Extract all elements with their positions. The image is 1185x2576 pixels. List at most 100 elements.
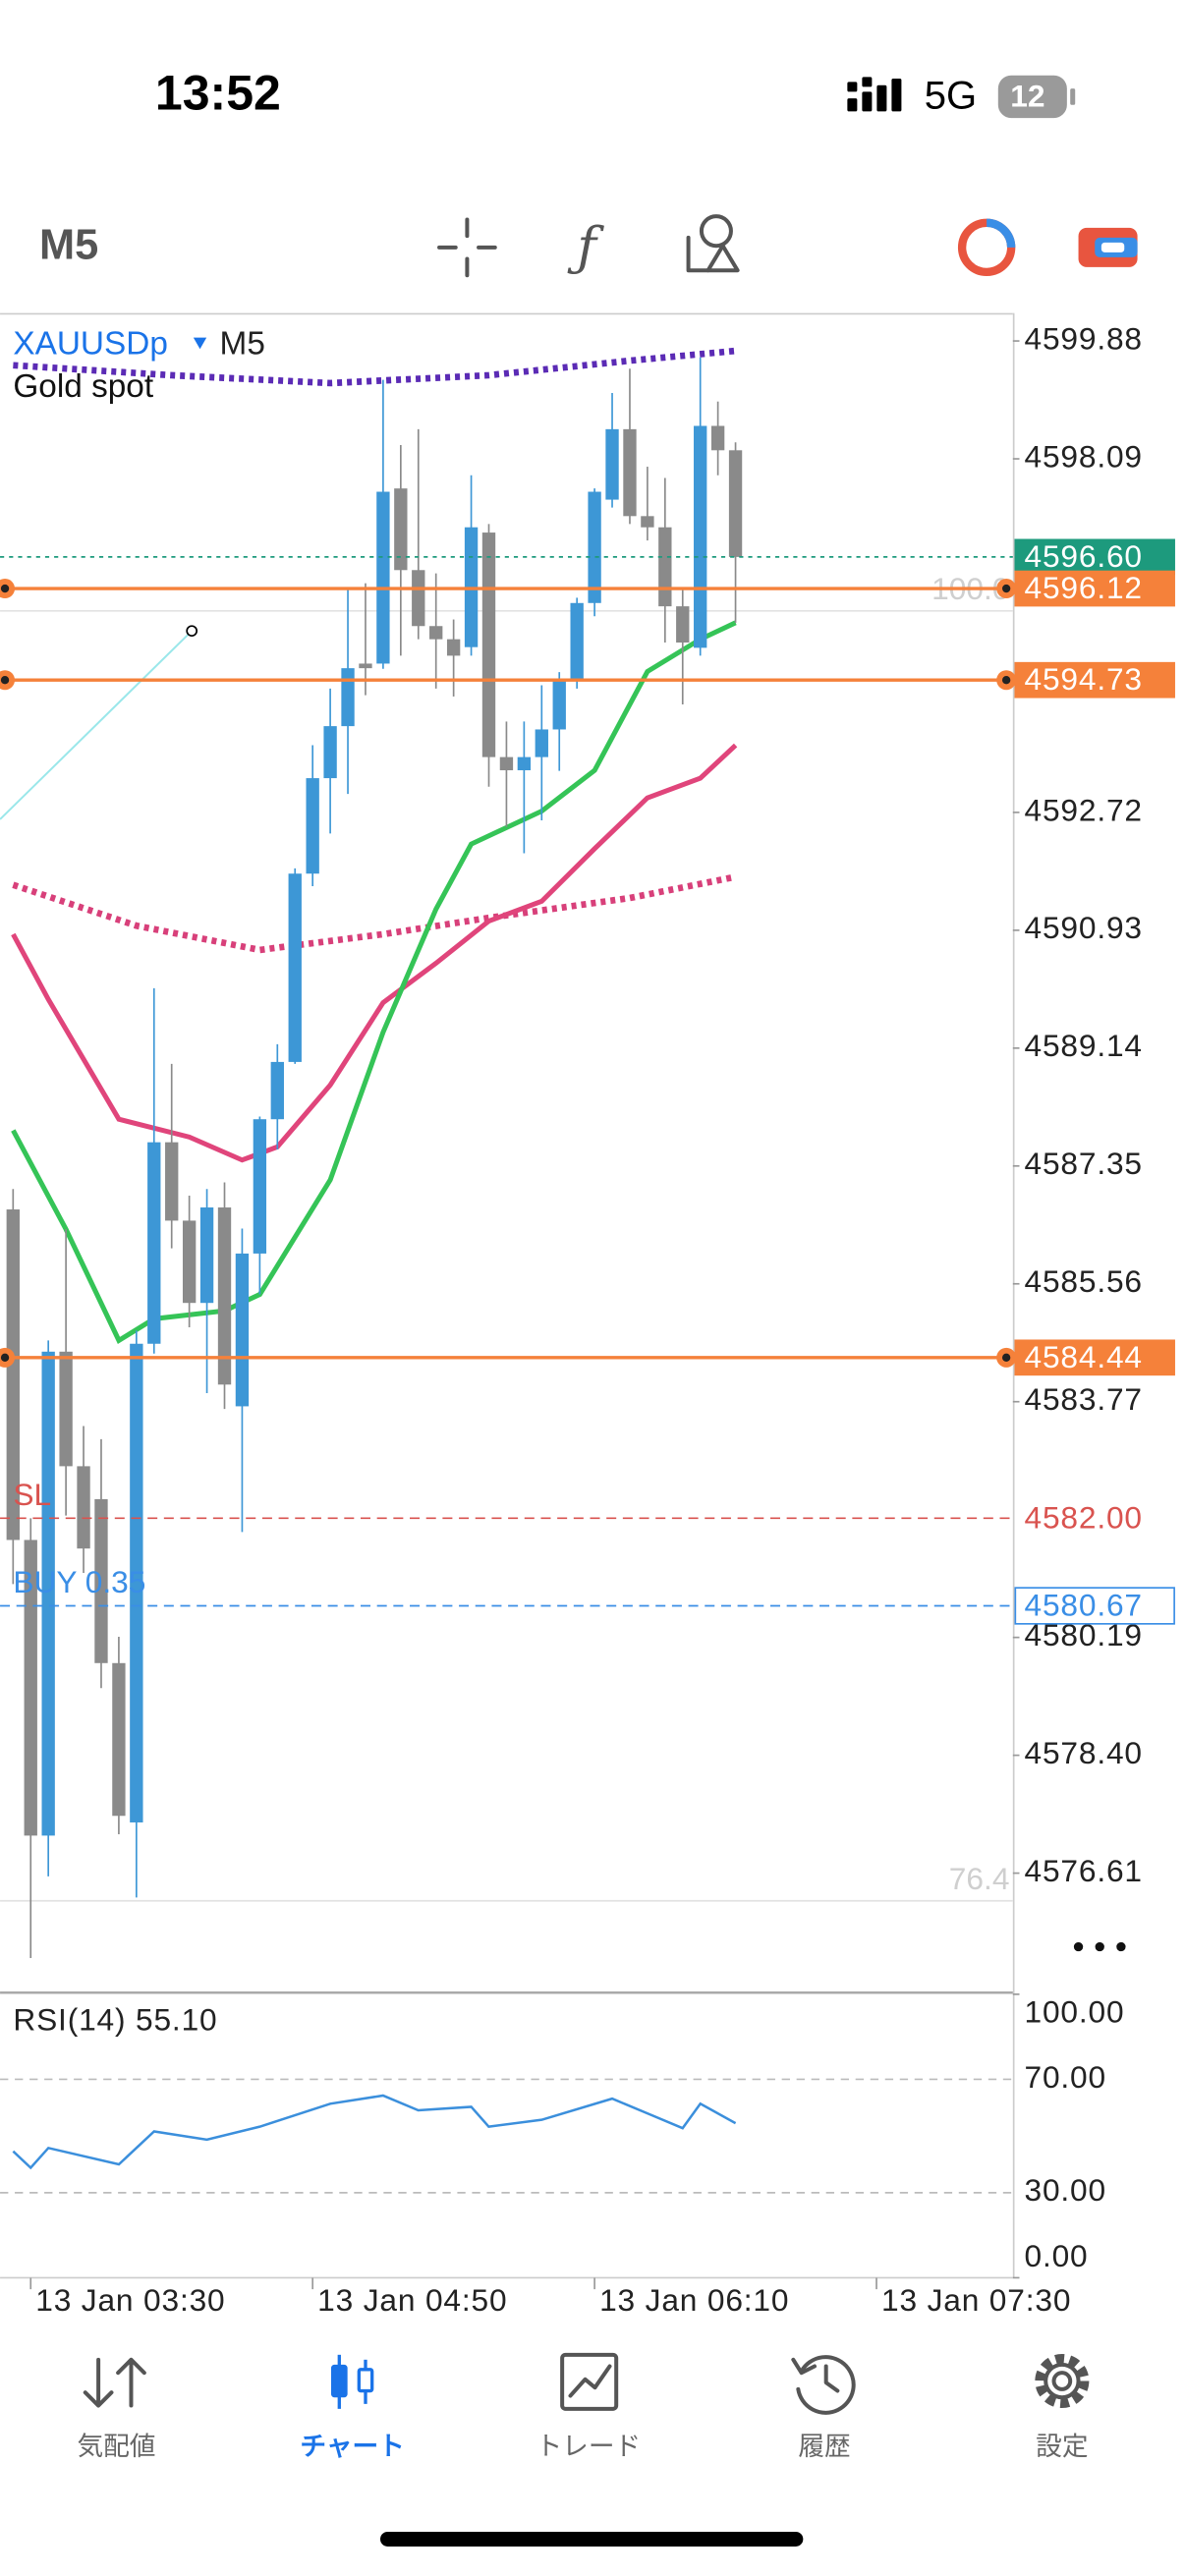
candle-body	[217, 1207, 232, 1385]
candle-body	[446, 639, 461, 656]
x-tick-label: 13 Jan 04:50	[317, 2282, 507, 2318]
y-tick-label: 4576.61	[1025, 1853, 1143, 1888]
tab-label[interactable]: 履歴	[798, 2432, 850, 2461]
candle-body	[605, 428, 619, 500]
trend-line	[0, 630, 193, 820]
x-tick-label: 13 Jan 07:30	[881, 2282, 1071, 2318]
rsi-tick-label: 100.00	[1025, 1993, 1125, 2029]
indicator-line	[12, 873, 737, 954]
symbol-description: Gold spot	[13, 368, 153, 405]
indicator-line	[13, 347, 736, 387]
candle-body	[623, 428, 637, 517]
battery	[997, 75, 1067, 119]
level-name: SL	[13, 1477, 51, 1512]
chart-plot[interactable]: 100.076.4	[0, 347, 1013, 2170]
level-label: 4596.60	[1025, 538, 1143, 574]
candle-body	[481, 532, 496, 757]
candle-body	[165, 1142, 179, 1221]
candle-body	[359, 663, 372, 669]
timeframe-button[interactable]: M5	[39, 221, 98, 268]
candle-body	[253, 1119, 267, 1254]
chart-timeframe: M5	[220, 326, 265, 363]
y-tick-label: 4599.88	[1025, 320, 1143, 356]
network: 5G	[925, 75, 977, 118]
crosshair-button[interactable]	[437, 217, 497, 278]
candle-body	[394, 488, 408, 571]
rsi-line	[12, 2094, 737, 2170]
candle-body	[658, 527, 672, 607]
level-tag	[1014, 1587, 1175, 1625]
objects-button[interactable]	[686, 214, 740, 273]
y-tick-label: 4590.93	[1025, 910, 1143, 945]
indicators-button[interactable]: ƒ	[567, 215, 604, 277]
candle-body	[130, 1343, 143, 1822]
status-time: 13:52	[155, 66, 281, 121]
candle-body	[535, 729, 548, 757]
rsi-title: RSI(14) 55.10	[13, 2002, 217, 2038]
tab-icon-trade[interactable]	[560, 2352, 619, 2411]
level-tag	[1014, 1339, 1175, 1376]
candle-body	[270, 1061, 284, 1120]
trade-button[interactable]	[957, 218, 1016, 277]
more-button[interactable]	[1073, 1941, 1126, 1952]
y-tick-label: 4592.72	[1025, 792, 1143, 827]
x-tick-label: 13 Jan 03:30	[35, 2282, 225, 2318]
tab-icon-chart[interactable]	[330, 2354, 374, 2409]
battery-level: 12	[1010, 78, 1044, 113]
level-tag	[1014, 570, 1175, 607]
candle-body	[112, 1662, 126, 1817]
candle-body	[728, 450, 743, 557]
level-label: 4596.12	[1025, 570, 1143, 605]
tab-icon-quotes[interactable]	[83, 2357, 146, 2408]
y-tick-label: 4587.35	[1025, 1146, 1143, 1181]
y-tick-label: 4585.56	[1025, 1263, 1143, 1299]
fibo-label: 76.4	[949, 1861, 1010, 1896]
candle-body	[323, 726, 337, 779]
tab-label[interactable]: 設定	[1036, 2432, 1088, 2461]
account-button[interactable]	[1078, 227, 1138, 267]
tab-label[interactable]: チャート	[300, 2432, 404, 2461]
candle-body	[235, 1253, 250, 1407]
candle-body	[710, 425, 725, 451]
symbol-dropdown[interactable]	[193, 337, 207, 350]
candle-body	[641, 516, 654, 528]
tab-label[interactable]: 気配値	[77, 2432, 155, 2461]
level-label: 4580.67	[1025, 1588, 1143, 1623]
rsi-tick-label: 30.00	[1025, 2172, 1106, 2208]
candle-body	[59, 1351, 73, 1467]
level-handle-dot	[1001, 584, 1011, 593]
rsi-tick-label: 70.00	[1025, 2059, 1106, 2095]
level-label: 4584.44	[1025, 1339, 1143, 1374]
tab-label[interactable]: トレード	[536, 2432, 641, 2461]
tab-icon-settings[interactable]	[1035, 2353, 1090, 2409]
candle-body	[41, 1351, 55, 1836]
level-tag	[1014, 538, 1175, 576]
candle-body	[412, 570, 425, 627]
candle-body	[341, 668, 355, 727]
x-tick-label: 13 Jan 06:10	[599, 2282, 789, 2318]
candle-body	[376, 491, 390, 664]
candle-body	[588, 491, 601, 603]
signal-icon	[847, 77, 902, 112]
battery-tip	[1070, 88, 1076, 105]
level-tag	[1014, 661, 1175, 699]
candle-body	[570, 602, 584, 681]
level-handle-dot	[0, 584, 10, 593]
candle-body	[147, 1142, 161, 1344]
tab-icon-history[interactable]	[791, 2355, 856, 2415]
candle-body	[77, 1466, 90, 1549]
level-handle-dot	[0, 676, 10, 685]
candle-body	[306, 778, 319, 874]
trend-line-handle	[186, 625, 198, 637]
y-tick-label: 4583.77	[1025, 1381, 1143, 1417]
level-handle-dot	[1001, 1353, 1011, 1362]
y-tick-label: 4589.14	[1025, 1028, 1143, 1063]
y-tick-label: 4598.09	[1025, 438, 1143, 474]
candle-body	[517, 756, 532, 771]
candle-body	[288, 873, 302, 1062]
level-name: BUY 0.35	[13, 1564, 145, 1599]
candle-body	[429, 626, 443, 640]
candle-body	[24, 1540, 37, 1836]
candle-body	[676, 606, 690, 643]
candle-body	[94, 1498, 108, 1663]
